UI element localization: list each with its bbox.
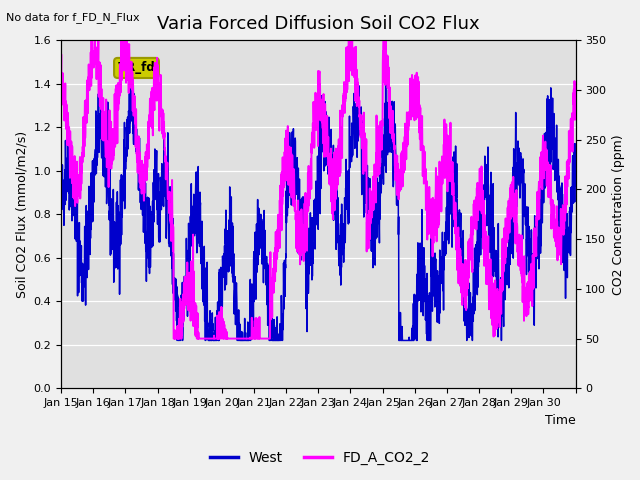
- X-axis label: Time: Time: [545, 414, 575, 427]
- Y-axis label: CO2 Concentration (ppm): CO2 Concentration (ppm): [612, 134, 625, 295]
- Legend: West, FD_A_CO2_2: West, FD_A_CO2_2: [204, 445, 436, 471]
- Text: No data for f_FD_N_Flux: No data for f_FD_N_Flux: [6, 12, 140, 23]
- Y-axis label: Soil CO2 Flux (mmol/m2/s): Soil CO2 Flux (mmol/m2/s): [15, 131, 28, 298]
- Title: Varia Forced Diffusion Soil CO2 Flux: Varia Forced Diffusion Soil CO2 Flux: [157, 15, 479, 33]
- Text: VR_fd: VR_fd: [118, 61, 156, 74]
